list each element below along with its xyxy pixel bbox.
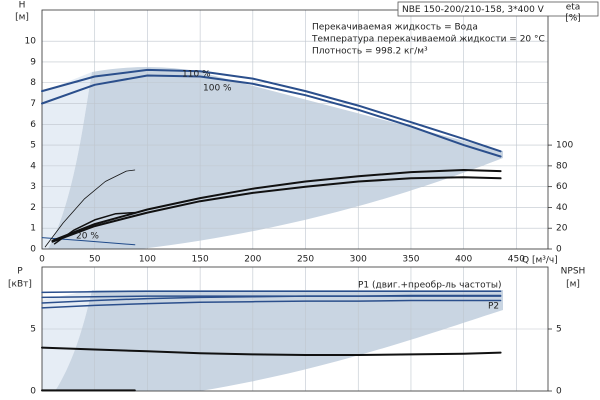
- curve: [44, 169, 136, 248]
- y-tick-label: 9: [30, 57, 36, 67]
- curve: [41, 294, 502, 304]
- y-tick-label: 5: [30, 325, 36, 335]
- x-tick-label: 0: [39, 255, 45, 265]
- curve: [41, 346, 502, 356]
- annotation: 20 %: [76, 232, 99, 242]
- light-region-bottom: [42, 290, 92, 391]
- y-label: H: [19, 1, 26, 11]
- curve: [41, 299, 502, 309]
- title-box: [397, 1, 599, 17]
- annotation: P2: [488, 302, 499, 312]
- y-tick-label: 2: [30, 203, 36, 213]
- y-tick-label: 7: [30, 99, 36, 109]
- note: Плотность = 998.2 кг/м³: [312, 47, 428, 57]
- y2-tick-label: 80: [556, 161, 568, 171]
- x-label: Q [м³/ч]: [522, 256, 558, 266]
- annotation: P1 (двиг.+преобр-ль частоты): [358, 281, 502, 291]
- x-tick-label: 450: [508, 255, 525, 265]
- x-tick-label: 150: [192, 255, 209, 265]
- operating-region-bottom: [55, 290, 503, 391]
- curve: [51, 169, 502, 242]
- y-tick-label: 5: [30, 141, 36, 151]
- y2-tick-label: 5: [556, 325, 562, 335]
- y-tick-label: 3: [30, 182, 36, 192]
- y2-tick-label: 100: [556, 141, 573, 151]
- y-tick-label: 0: [30, 387, 36, 397]
- y2-tick-label: 20: [556, 224, 568, 234]
- operating-region-top: [48, 67, 503, 249]
- y2-tick-label: 0: [556, 245, 562, 255]
- annotation: 110 %: [182, 70, 211, 80]
- curve: [41, 68, 502, 153]
- note: Перекачиваемая жидкость = Вода: [312, 23, 478, 33]
- y-label: P: [17, 267, 23, 277]
- x-tick-label: 50: [89, 255, 101, 265]
- curve: [51, 176, 502, 243]
- x-tick-label: 200: [244, 255, 261, 265]
- curve: [41, 290, 502, 294]
- x-tick-label: 250: [297, 255, 314, 265]
- chart-title: NBE 150-200/210-158, 3*400 V: [402, 5, 545, 15]
- x-tick-label: 300: [350, 255, 367, 265]
- y-tick-label: 1: [30, 224, 36, 234]
- x-tick-label: 350: [402, 255, 419, 265]
- x-tick-label: 400: [455, 255, 472, 265]
- y-tick-label: 6: [30, 120, 36, 130]
- y-tick-label: 4: [30, 161, 36, 171]
- note: Температура перекачиваемой жидкости = 20…: [311, 35, 545, 45]
- y-unit: [кВт]: [8, 280, 32, 290]
- x-tick-label: 100: [139, 255, 156, 265]
- y2-tick-label: 40: [556, 203, 568, 213]
- y2-label: NPSH: [561, 267, 586, 277]
- curve: [41, 74, 502, 158]
- annotation: 100 %: [203, 84, 232, 94]
- curve: [53, 211, 136, 245]
- y2-unit: [%]: [565, 14, 581, 24]
- y-tick-label: 0: [30, 245, 36, 255]
- y2-tick-label: 0: [556, 387, 562, 397]
- y-tick-label: 8: [30, 78, 36, 88]
- y-tick-label: 10: [25, 37, 37, 47]
- y2-label: eta: [566, 3, 581, 13]
- plot-frame: [41, 9, 549, 250]
- light-region-top: [42, 72, 92, 249]
- y-unit: [м]: [15, 13, 29, 23]
- y2-unit: [м]: [566, 280, 580, 290]
- y2-tick-label: 60: [556, 182, 568, 192]
